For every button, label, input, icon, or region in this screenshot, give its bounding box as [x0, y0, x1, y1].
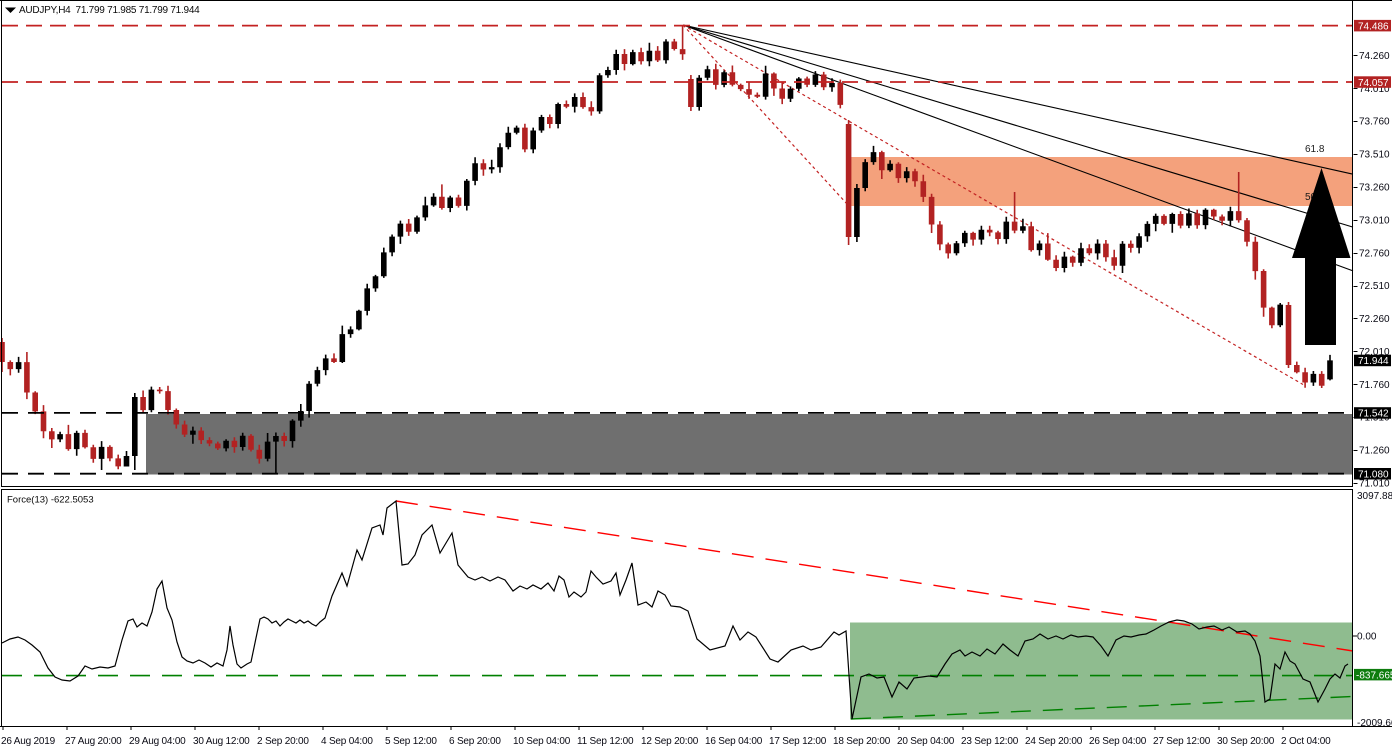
svg-text:11 Sep 12:00: 11 Sep 12:00 [577, 736, 634, 747]
svg-text:23 Sep 12:00: 23 Sep 12:00 [961, 736, 1019, 747]
svg-text:16 Sep 04:00: 16 Sep 04:00 [705, 736, 763, 747]
svg-text:4 Sep 04:00: 4 Sep 04:00 [321, 736, 373, 747]
svg-text:18 Sep 20:00: 18 Sep 20:00 [833, 736, 891, 747]
svg-text:24 Sep 20:00: 24 Sep 20:00 [1025, 736, 1083, 747]
svg-text:30 Sep 20:00: 30 Sep 20:00 [1217, 736, 1275, 747]
svg-text:-837.665: -837.665 [1356, 670, 1392, 681]
svg-text:12 Sep 20:00: 12 Sep 20:00 [641, 736, 699, 747]
svg-text:-2009.66: -2009.66 [1357, 718, 1392, 729]
svg-text:29 Aug 04:00: 29 Aug 04:00 [129, 736, 186, 747]
svg-text:2 Sep 20:00: 2 Sep 20:00 [257, 736, 309, 747]
svg-text:73.510: 73.510 [1359, 150, 1390, 161]
svg-text:3097.881: 3097.881 [1357, 491, 1392, 502]
svg-text:27 Aug 20:00: 27 Aug 20:00 [65, 736, 122, 747]
svg-text:61.8: 61.8 [1305, 144, 1325, 155]
svg-text:27 Sep 12:00: 27 Sep 12:00 [1153, 736, 1211, 747]
svg-text:26 Aug 2019: 26 Aug 2019 [1, 736, 56, 747]
svg-text:71.010: 71.010 [1359, 479, 1390, 490]
svg-text:10 Sep 04:00: 10 Sep 04:00 [513, 736, 571, 747]
svg-text:73.010: 73.010 [1359, 215, 1390, 226]
svg-text:5 Sep 12:00: 5 Sep 12:00 [385, 736, 437, 747]
svg-text:74.486: 74.486 [1358, 21, 1389, 32]
svg-text:AUDJPY,H4 71.799 71.985 71.79: AUDJPY,H4 71.799 71.985 71.799 71.944 [19, 5, 200, 16]
svg-text:71.760: 71.760 [1359, 380, 1390, 391]
svg-text:71.542: 71.542 [1358, 409, 1389, 420]
svg-text:6 Sep 20:00: 6 Sep 20:00 [449, 736, 501, 747]
svg-text:71.944: 71.944 [1358, 356, 1389, 367]
svg-text:74.010: 74.010 [1359, 84, 1390, 95]
svg-text:17 Sep 12:00: 17 Sep 12:00 [769, 736, 827, 747]
svg-text:73.260: 73.260 [1359, 183, 1390, 194]
svg-text:74.260: 74.260 [1359, 51, 1390, 62]
svg-text:0.00: 0.00 [1357, 632, 1377, 643]
svg-text:2 Oct 04:00: 2 Oct 04:00 [1281, 736, 1331, 747]
svg-text:71.260: 71.260 [1359, 446, 1390, 457]
svg-text:30 Aug 12:00: 30 Aug 12:00 [193, 736, 250, 747]
svg-text:72.760: 72.760 [1359, 248, 1390, 259]
svg-text:74.057: 74.057 [1358, 78, 1389, 89]
svg-text:72.010: 72.010 [1359, 347, 1390, 358]
svg-text:26 Sep 04:00: 26 Sep 04:00 [1089, 736, 1147, 747]
svg-text:20 Sep 04:00: 20 Sep 04:00 [897, 736, 955, 747]
svg-text:72.510: 72.510 [1359, 281, 1390, 292]
svg-text:Force(13) -622.5053: Force(13) -622.5053 [7, 495, 94, 506]
svg-text:71.080: 71.080 [1358, 470, 1389, 481]
svg-text:73.760: 73.760 [1359, 117, 1390, 128]
svg-text:72.260: 72.260 [1359, 314, 1390, 325]
